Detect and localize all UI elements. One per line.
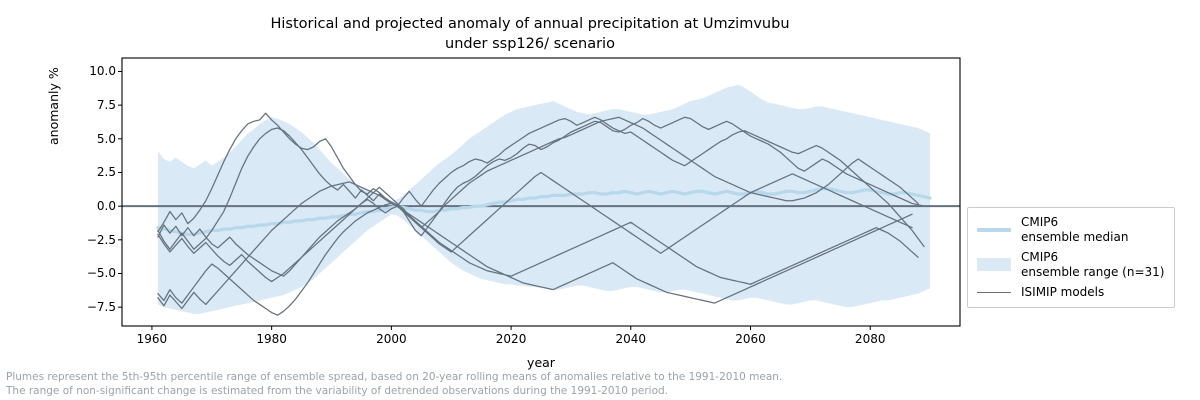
y-tick-label: 0.0 [96, 199, 116, 214]
chart-title: Historical and projected anomaly of annu… [270, 16, 790, 52]
y-tick-label: 7.5 [96, 98, 116, 113]
chart-legend: CMIP6 ensemble median CMIP6 ensemble ran… [967, 207, 1175, 308]
caption-line-2: The range of non-significant change is e… [6, 384, 668, 397]
y-tick-label: −7.5 [86, 300, 116, 315]
ensemble-range-band [157, 84, 931, 314]
isimip-model-line [157, 202, 919, 316]
range-patch-swatch-icon [976, 258, 1012, 271]
y-tick-label: 2.5 [96, 165, 116, 180]
isimip-model-line [157, 116, 919, 277]
legend-label: ISIMIP models [1021, 285, 1105, 299]
median-line-swatch-icon [976, 227, 1012, 232]
x-tick-label: 2060 [735, 332, 766, 346]
y-tick-label: 10.0 [89, 64, 116, 79]
legend-item-cmip6-range[interactable]: CMIP6 ensemble range (n=31) [976, 250, 1166, 279]
legend-item-cmip6-median[interactable]: CMIP6 ensemble median [976, 215, 1166, 244]
x-tick-label: 1980 [256, 332, 287, 346]
y-tick-label: −5.0 [86, 266, 116, 281]
model-line-swatch-icon [976, 291, 1012, 293]
x-tick-label: 2020 [495, 332, 527, 346]
x-tick-label: 2000 [376, 332, 407, 346]
legend-item-isimip-models[interactable]: ISIMIP models [976, 285, 1166, 300]
x-axis-label: year [527, 355, 555, 370]
ensemble-median-line [156, 187, 932, 237]
caption-line-1: Plumes represent the 5th-95th percentile… [6, 371, 783, 383]
x-tick-label: 2080 [854, 332, 886, 346]
x-tick-label: 1960 [136, 332, 168, 346]
figure-caption: Plumes represent the 5th-95th percentile… [6, 371, 782, 398]
x-tick-label: 2040 [615, 332, 647, 346]
y-tick-label: −2.5 [86, 232, 116, 247]
y-axis-ticks: 10.0 7.5 5.0 2.5 0.0 −2.5 −5.0 −7.5 [56, 0, 116, 400]
isimip-model-line [157, 171, 913, 283]
legend-label: CMIP6 ensemble median [1021, 215, 1129, 244]
y-tick-label: 5.0 [96, 131, 116, 146]
isimip-model-line [157, 181, 913, 310]
plot-frame [121, 57, 961, 327]
isimip-model-line [157, 112, 925, 237]
legend-label: CMIP6 ensemble range (n=31) [1021, 250, 1165, 279]
isimip-model-line [157, 116, 925, 250]
